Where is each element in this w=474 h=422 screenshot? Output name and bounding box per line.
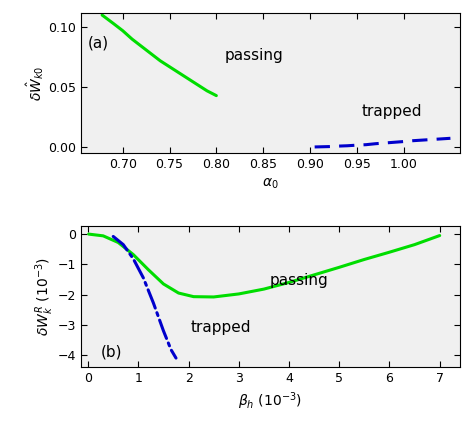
- Text: (b): (b): [100, 344, 122, 360]
- X-axis label: $\beta_h \ (10^{-3})$: $\beta_h \ (10^{-3})$: [238, 390, 302, 412]
- X-axis label: $\alpha_0$: $\alpha_0$: [262, 177, 279, 191]
- Text: passing: passing: [270, 273, 328, 288]
- Text: trapped: trapped: [362, 104, 422, 119]
- Text: (a): (a): [88, 35, 109, 51]
- Text: passing: passing: [224, 49, 283, 63]
- Text: trapped: trapped: [191, 320, 252, 335]
- Y-axis label: $\delta\hat{W}_{k0}$: $\delta\hat{W}_{k0}$: [25, 65, 46, 101]
- Y-axis label: $\delta W_k^R \ (10^{-3})$: $\delta W_k^R \ (10^{-3})$: [33, 257, 56, 336]
